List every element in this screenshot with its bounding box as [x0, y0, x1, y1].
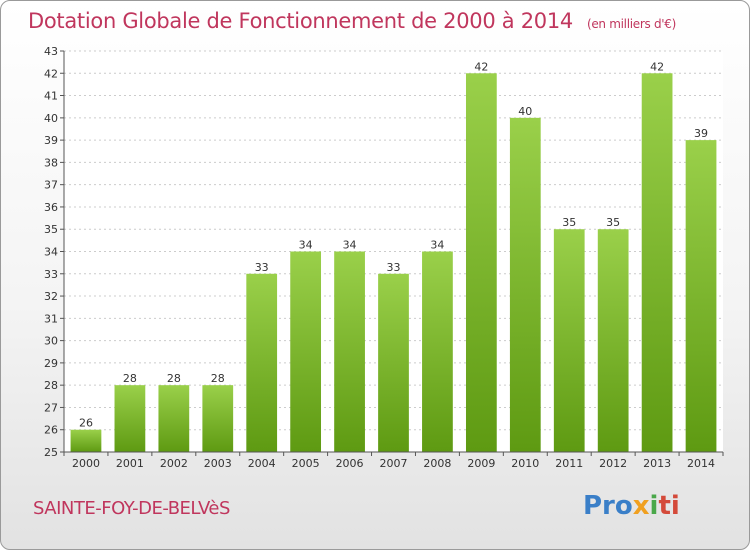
x-tick-label: 2014	[687, 457, 715, 470]
bar	[290, 251, 322, 452]
x-tick-label: 2010	[511, 457, 539, 470]
bar	[685, 140, 717, 452]
y-tick-label: 30	[44, 335, 58, 348]
x-tick-label: 2005	[292, 457, 320, 470]
bar	[114, 385, 146, 452]
x-tick-label: 2008	[423, 457, 451, 470]
y-tick-label: 39	[44, 134, 58, 147]
y-tick-label: 36	[44, 201, 58, 214]
y-tick-label: 27	[44, 401, 58, 414]
logo-part-3: i	[649, 491, 659, 521]
x-tick-label: 2002	[160, 457, 188, 470]
x-tick-label: 2013	[643, 457, 671, 470]
x-tick-label: 2001	[116, 457, 144, 470]
bar	[158, 385, 190, 452]
data-label: 34	[343, 239, 357, 252]
data-label: 33	[255, 261, 269, 274]
bar	[378, 273, 409, 452]
y-tick-label: 40	[44, 112, 58, 125]
bar	[202, 385, 234, 452]
bar	[246, 273, 278, 452]
y-tick-label: 29	[44, 357, 58, 370]
data-label: 35	[562, 216, 576, 229]
data-label: 28	[123, 372, 137, 385]
bar	[509, 117, 541, 452]
data-label: 42	[650, 60, 664, 73]
x-tick-label: 2011	[555, 457, 583, 470]
data-label: 28	[167, 372, 181, 385]
data-label: 34	[430, 239, 444, 252]
x-tick-label: 2004	[248, 457, 276, 470]
bar	[70, 429, 102, 452]
y-tick-label: 35	[44, 223, 58, 236]
bar	[597, 229, 629, 452]
data-label: 35	[606, 216, 620, 229]
y-tick-label: 42	[44, 67, 58, 80]
data-label: 28	[211, 372, 225, 385]
data-label: 42	[474, 60, 488, 73]
y-tick-label: 32	[44, 290, 58, 303]
y-tick-label: 33	[44, 268, 58, 281]
y-tick-label: 25	[44, 446, 58, 459]
title-text: Dotation Globale de Fonctionnement de 20…	[28, 9, 573, 33]
data-label: 26	[79, 417, 93, 430]
y-tick-label: 31	[44, 312, 58, 325]
x-tick-label: 2003	[204, 457, 232, 470]
proxiti-logo: Proxiti	[583, 491, 680, 521]
town-name: SAINTE-FOY-DE-BELVèS	[33, 498, 230, 519]
bar	[465, 73, 497, 453]
y-tick-label: 28	[44, 379, 58, 392]
bar	[553, 229, 585, 452]
data-label: 34	[299, 239, 313, 252]
y-tick-label: 37	[44, 179, 58, 192]
data-label: 40	[518, 105, 532, 118]
logo-part-2: x	[632, 491, 650, 521]
logo-part-1: Pro	[583, 491, 633, 521]
x-tick-label: 2000	[72, 457, 100, 470]
y-tick-label: 34	[44, 246, 58, 259]
chart-title: Dotation Globale de Fonctionnement de 20…	[28, 9, 676, 33]
chart-subtitle: (en milliers d'€)	[586, 17, 676, 31]
data-label: 33	[387, 261, 401, 274]
y-tick-label: 41	[44, 90, 58, 103]
logo-part-4: ti	[658, 491, 680, 521]
y-tick-label: 38	[44, 156, 58, 169]
x-tick-label: 2012	[599, 457, 627, 470]
bar	[641, 73, 673, 453]
bar	[422, 251, 453, 452]
x-tick-label: 2006	[336, 457, 364, 470]
y-tick-label: 43	[44, 45, 58, 58]
bar	[334, 251, 365, 452]
x-tick-label: 2007	[380, 457, 408, 470]
data-label: 39	[694, 127, 708, 140]
x-tick-label: 2009	[467, 457, 495, 470]
y-tick-label: 26	[44, 424, 58, 437]
